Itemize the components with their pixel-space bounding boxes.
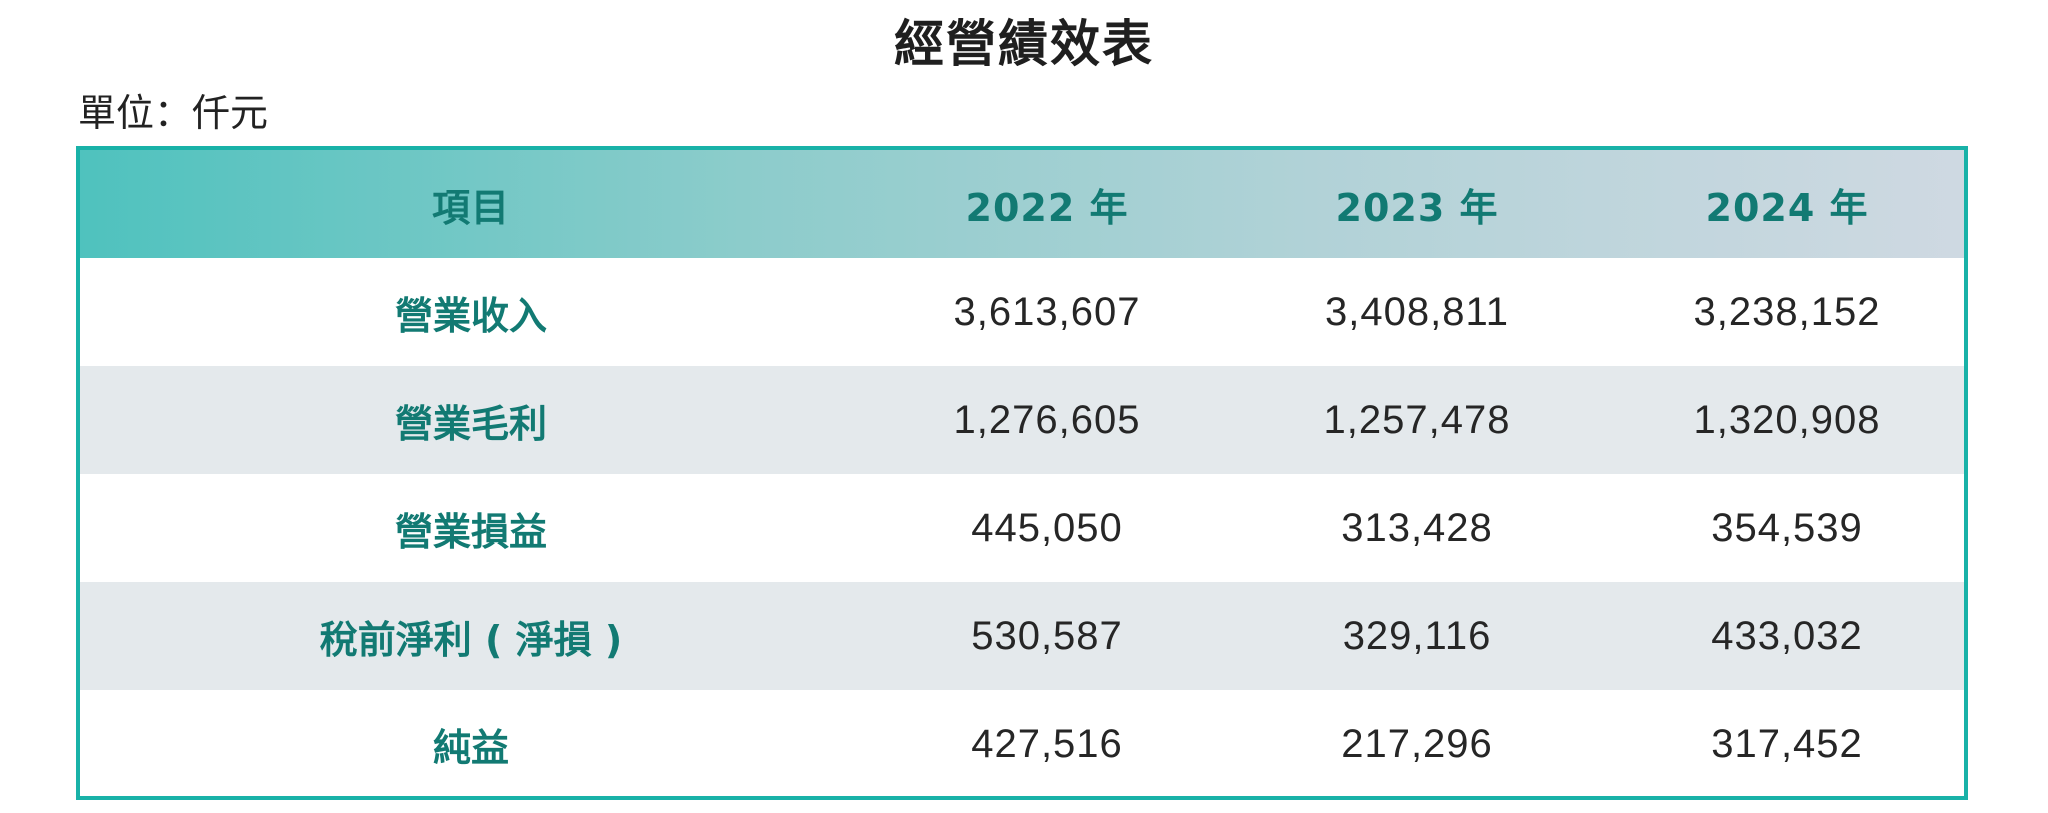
unit-label: 單位：仟元 xyxy=(78,91,269,135)
row-label: 純益 xyxy=(432,725,509,770)
table-row: 營業損益 445,050 313,428 354,539 xyxy=(80,474,1964,582)
row-label: 營業損益 xyxy=(394,509,547,554)
table-row: 稅前淨利 ( 淨損 ) 530,587 329,116 433,032 xyxy=(80,582,1964,690)
cell-value: 329,116 xyxy=(1342,613,1492,658)
table-row: 營業收入 3,613,607 3,408,811 3,238,152 xyxy=(80,258,1964,366)
table-header-row: 項目 2022 年 2023 年 2024 年 xyxy=(80,150,1964,258)
performance-table-grid: 項目 2022 年 2023 年 2024 年 營業收入 3,613,607 3… xyxy=(80,150,1964,796)
cell-value: 530,587 xyxy=(971,613,1123,658)
cell-value: 1,257,478 xyxy=(1323,397,1511,442)
cell-value: 427,516 xyxy=(971,721,1123,766)
cell-value: 354,539 xyxy=(1711,505,1863,550)
performance-table: 項目 2022 年 2023 年 2024 年 營業收入 3,613,607 3… xyxy=(76,146,1968,800)
header-2022: 2022 年 xyxy=(965,185,1129,230)
cell-value: 445,050 xyxy=(971,505,1123,550)
cell-value: 1,320,908 xyxy=(1693,397,1881,442)
cell-value: 317,452 xyxy=(1711,721,1863,766)
cell-value: 433,032 xyxy=(1711,613,1863,658)
row-label: 營業收入 xyxy=(394,293,547,338)
cell-value: 3,238,152 xyxy=(1693,289,1881,334)
row-label: 營業毛利 xyxy=(394,401,547,446)
cell-value: 3,408,811 xyxy=(1325,289,1509,334)
row-label: 稅前淨利 ( 淨損 ) xyxy=(319,617,623,662)
table-row: 營業毛利 1,276,605 1,257,478 1,320,908 xyxy=(80,366,1964,474)
cell-value: 217,296 xyxy=(1341,721,1493,766)
cell-value: 1,276,605 xyxy=(953,397,1141,442)
header-item: 項目 xyxy=(431,185,510,230)
header-2023: 2023 年 xyxy=(1335,185,1499,230)
cell-value: 313,428 xyxy=(1341,505,1493,550)
cell-value: 3,613,607 xyxy=(953,289,1141,334)
table-row: 純益 427,516 217,296 317,452 xyxy=(80,690,1964,796)
header-2024: 2024 年 xyxy=(1705,185,1869,230)
page-title: 經營績效表 xyxy=(894,15,1154,73)
